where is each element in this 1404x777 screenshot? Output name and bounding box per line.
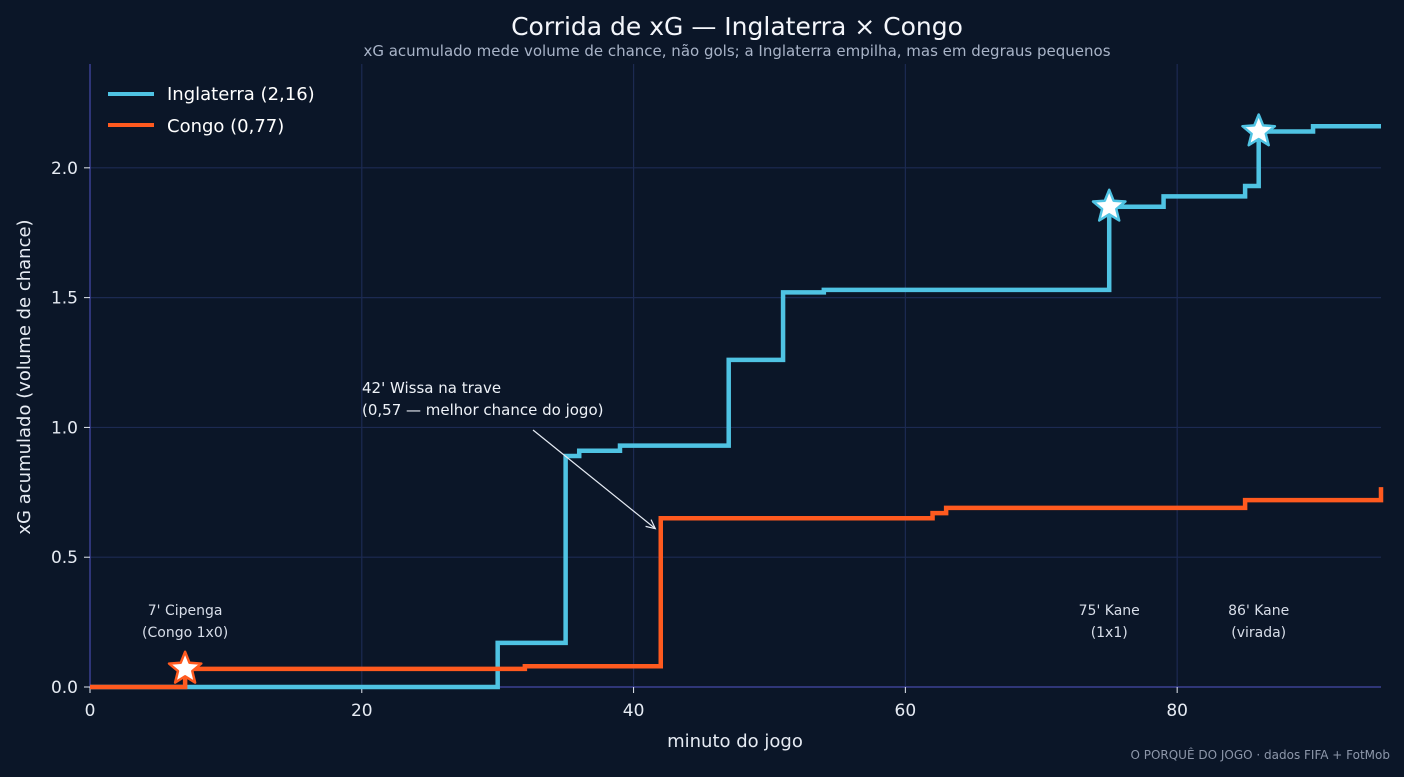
legend-label-inglaterra: Inglaterra (2,16) — [167, 84, 315, 105]
annotation-kane-75: 75' Kane (1x1) — [1079, 603, 1140, 641]
annotation-wissa-arrowhead — [645, 519, 657, 530]
x-tick-label: 0 — [85, 701, 96, 721]
chart-title: Corrida de xG — Inglaterra × Congo — [511, 12, 963, 41]
chart-subtitle: xG acumulado mede volume de chance, não … — [363, 42, 1110, 60]
annotation-wissa-line1: 42' Wissa na trave — [362, 379, 501, 397]
goal-star-inglaterra — [1091, 188, 1127, 222]
series-line-congo — [90, 487, 1384, 690]
annotation-kane86-line1: 86' Kane — [1228, 603, 1289, 619]
tick-labels: 0.0 0.5 1.0 1.5 2.0 0 20 40 60 80 — [51, 159, 1188, 721]
annotation-wissa: 42' Wissa na trave (0,57 — melhor chance… — [362, 379, 657, 530]
goal-star-inglaterra — [1241, 113, 1277, 147]
annotation-kane86-line2: (virada) — [1231, 625, 1286, 641]
goal-star-congo — [167, 650, 203, 684]
annotation-cipenga-line1: 7' Cipenga — [148, 603, 223, 619]
annotation-cipenga: 7' Cipenga (Congo 1x0) — [142, 603, 228, 641]
goal-markers — [167, 113, 1277, 684]
annotation-wissa-arrow — [532, 429, 656, 530]
credit-text: O PORQUÊ DO JOGO · dados FIFA + FotMob — [1130, 747, 1390, 762]
y-tick-label: 0.5 — [51, 548, 78, 568]
x-tick-label: 20 — [351, 701, 373, 721]
x-tick-label: 40 — [623, 701, 645, 721]
grid-lines — [89, 64, 1381, 688]
x-axis-label: minuto do jogo — [667, 731, 803, 752]
y-tick-label: 1.5 — [51, 289, 78, 309]
y-tick-label: 0.0 — [51, 678, 78, 698]
y-tick-label: 2.0 — [51, 159, 78, 179]
series-layer — [90, 124, 1384, 690]
legend-label-congo: Congo (0,77) — [167, 116, 284, 137]
x-tick-label: 60 — [895, 701, 917, 721]
y-axis-label: xG acumulado (volume de chance) — [14, 219, 35, 534]
x-tick-label: 80 — [1166, 701, 1188, 721]
legend: Inglaterra (2,16) Congo (0,77) — [108, 84, 315, 137]
series-line-inglaterra — [90, 124, 1381, 690]
annotation-wissa-line2: (0,57 — melhor chance do jogo) — [362, 401, 603, 419]
y-tick-label: 1.0 — [51, 418, 78, 438]
annotation-kane75-line1: 75' Kane — [1079, 603, 1140, 619]
axes — [89, 64, 1381, 688]
annotation-kane75-line2: (1x1) — [1091, 625, 1128, 641]
annotation-kane-86: 86' Kane (virada) — [1228, 603, 1289, 641]
annotation-cipenga-line2: (Congo 1x0) — [142, 625, 228, 641]
